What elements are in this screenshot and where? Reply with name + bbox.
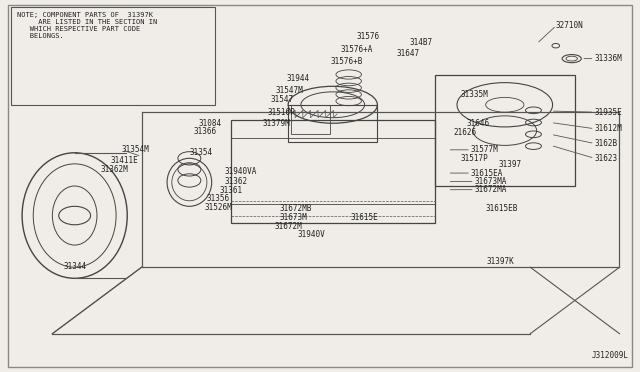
Text: 31940VA: 31940VA xyxy=(225,167,257,176)
Text: 31379M: 31379M xyxy=(262,119,291,128)
FancyBboxPatch shape xyxy=(8,5,632,367)
Bar xyxy=(291,105,330,134)
Text: 31547: 31547 xyxy=(270,96,293,105)
Text: 31366: 31366 xyxy=(194,127,217,136)
Text: 31672M: 31672M xyxy=(274,222,302,231)
Bar xyxy=(435,75,575,186)
Text: 3162B: 3162B xyxy=(594,139,617,148)
Text: 31362M: 31362M xyxy=(100,165,129,174)
Text: 31615E: 31615E xyxy=(351,213,378,222)
Bar xyxy=(231,119,435,223)
Text: 31615EA: 31615EA xyxy=(470,169,503,177)
Text: 31356: 31356 xyxy=(207,195,230,203)
Text: 31362: 31362 xyxy=(225,177,248,186)
Text: 31335M: 31335M xyxy=(460,90,488,99)
Text: 31344: 31344 xyxy=(64,262,87,271)
Bar xyxy=(288,105,378,142)
Text: 31411E: 31411E xyxy=(111,156,139,166)
Text: 32710N: 32710N xyxy=(556,21,584,30)
Text: 31397: 31397 xyxy=(499,160,522,169)
Text: NOTE; COMPONENT PARTS OF  31397K
     ARE LISTED IN THE SECTION IN
   WHICH RESP: NOTE; COMPONENT PARTS OF 31397K ARE LIST… xyxy=(17,13,157,39)
Text: 31940V: 31940V xyxy=(297,230,325,239)
Text: 31397K: 31397K xyxy=(487,257,515,266)
Text: 31336M: 31336M xyxy=(594,54,621,63)
Text: 31526M: 31526M xyxy=(204,203,232,212)
FancyBboxPatch shape xyxy=(11,7,215,105)
Text: 31673MA: 31673MA xyxy=(474,177,507,186)
Text: 31672MB: 31672MB xyxy=(279,203,312,213)
Text: 31577M: 31577M xyxy=(470,145,498,154)
Text: 21626: 21626 xyxy=(454,128,477,137)
Text: 31576+A: 31576+A xyxy=(340,45,372,54)
Bar xyxy=(231,138,435,205)
Text: 31647: 31647 xyxy=(396,49,420,58)
Text: J312009L: J312009L xyxy=(592,351,629,360)
Text: 31576+B: 31576+B xyxy=(330,57,363,66)
Text: 31516P: 31516P xyxy=(268,108,296,117)
Text: 31354M: 31354M xyxy=(121,145,149,154)
Text: 31361: 31361 xyxy=(220,186,243,195)
Text: 31623: 31623 xyxy=(594,154,617,163)
Text: 31944: 31944 xyxy=(287,74,310,83)
Text: 31672MA: 31672MA xyxy=(474,185,507,194)
Text: 31612M: 31612M xyxy=(594,124,621,133)
Text: 31646: 31646 xyxy=(467,119,490,128)
Text: 31084: 31084 xyxy=(199,119,222,128)
Text: 31935E: 31935E xyxy=(594,108,621,117)
Text: 31673M: 31673M xyxy=(279,213,307,222)
Text: 31517P: 31517P xyxy=(460,154,488,163)
Text: 31547M: 31547M xyxy=(275,86,303,94)
Text: 314B7: 314B7 xyxy=(409,38,433,46)
Text: 31354: 31354 xyxy=(189,148,212,157)
Text: 31576: 31576 xyxy=(357,32,380,41)
Text: 31615EB: 31615EB xyxy=(486,203,518,213)
